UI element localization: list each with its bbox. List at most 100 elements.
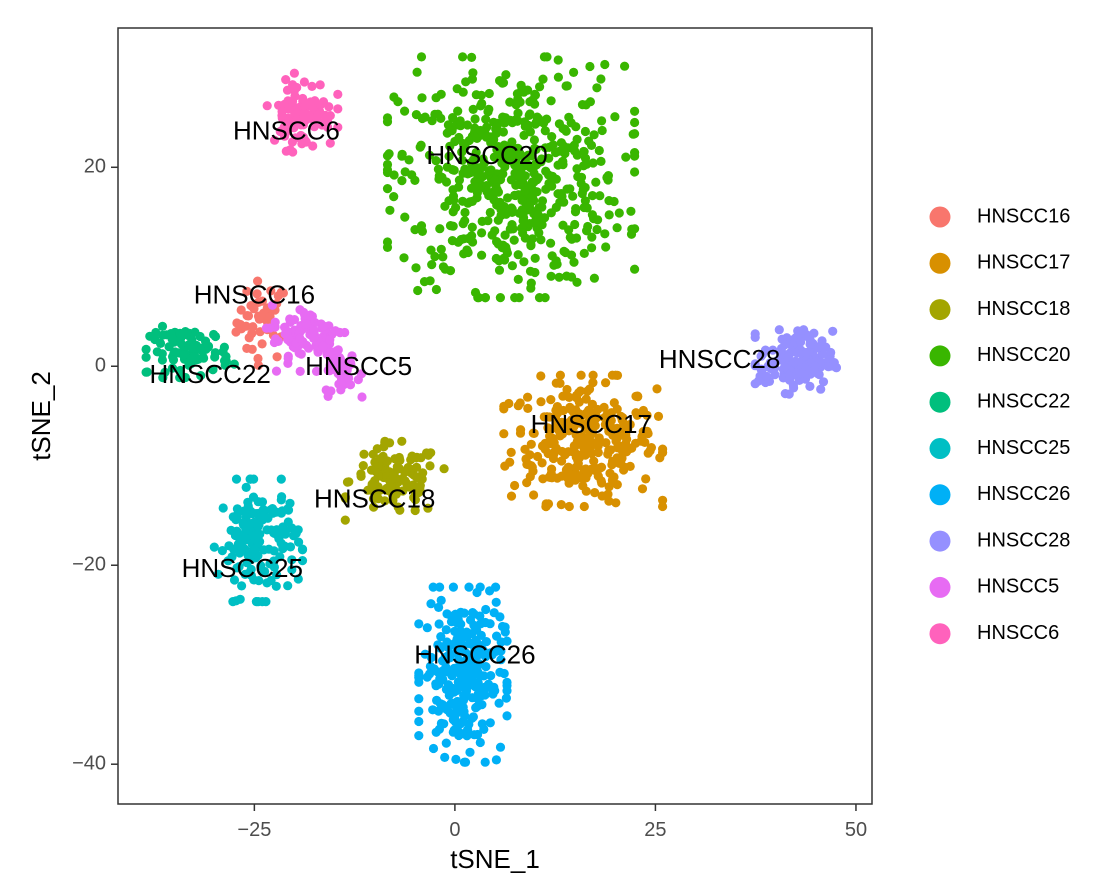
data-point	[576, 370, 586, 380]
data-point	[458, 219, 468, 229]
cluster-label-hnscc16: HNSCC16	[194, 279, 315, 309]
data-point	[481, 604, 491, 615]
data-point	[532, 117, 542, 127]
data-point	[449, 195, 459, 205]
legend-item-hnscc28: HNSCC28	[929, 529, 1070, 552]
data-point	[455, 669, 465, 679]
data-point	[472, 625, 482, 635]
data-point	[437, 700, 448, 710]
data-point	[453, 645, 463, 655]
data-point	[436, 632, 446, 642]
data-point	[626, 229, 637, 239]
data-point	[448, 221, 458, 231]
legend-item-hnscc26: HNSCC26	[929, 483, 1070, 506]
data-point	[458, 52, 468, 62]
data-point	[609, 472, 619, 482]
data-point	[318, 341, 328, 351]
data-point	[141, 352, 151, 362]
data-point	[481, 114, 491, 124]
data-point	[467, 693, 477, 703]
data-point	[435, 224, 445, 234]
data-point	[469, 609, 479, 619]
data-point	[422, 672, 432, 682]
data-point	[404, 155, 414, 165]
data-point	[428, 743, 439, 754]
data-point	[485, 586, 495, 596]
data-point	[414, 731, 424, 741]
data-point	[287, 555, 297, 565]
data-point	[462, 627, 472, 637]
data-point	[604, 210, 614, 220]
data-point	[385, 205, 395, 215]
data-point	[282, 85, 293, 95]
data-point	[427, 260, 437, 270]
data-point	[780, 362, 790, 372]
data-point	[604, 496, 614, 506]
data-point	[434, 174, 444, 184]
data-point	[584, 136, 594, 146]
data-point	[658, 501, 668, 512]
data-point	[399, 253, 409, 263]
data-point	[617, 444, 627, 454]
data-point	[559, 197, 569, 207]
data-point	[492, 122, 502, 132]
legend-label: HNSCC5	[977, 576, 1059, 598]
data-point	[612, 404, 622, 414]
data-point	[229, 359, 239, 369]
data-point	[556, 500, 566, 510]
data-point	[495, 197, 505, 207]
data-point	[417, 93, 427, 103]
data-point	[797, 368, 807, 378]
data-point	[157, 330, 168, 340]
data-point	[475, 125, 486, 136]
data-point	[485, 207, 495, 218]
cluster-label-hnscc20: HNSCC20	[426, 140, 547, 170]
data-point	[243, 501, 253, 511]
data-point	[356, 469, 366, 479]
data-point	[299, 307, 309, 317]
data-point	[400, 106, 410, 116]
data-point	[465, 747, 475, 757]
data-point	[292, 82, 302, 93]
data-point	[141, 344, 151, 354]
data-point	[439, 464, 449, 474]
data-point	[534, 293, 545, 303]
data-point	[448, 207, 458, 217]
data-point	[296, 349, 306, 359]
data-point	[272, 352, 282, 362]
data-point	[253, 597, 263, 607]
data-point	[157, 355, 167, 365]
legend-item-hnscc25: HNSCC25	[929, 437, 1070, 459]
data-point	[818, 377, 829, 387]
legend-key	[929, 391, 951, 413]
series-hnscc6	[262, 68, 343, 157]
series-hnscc20	[382, 52, 640, 303]
data-point	[176, 333, 186, 343]
data-point	[609, 196, 619, 207]
legend-key	[929, 206, 951, 228]
data-point	[495, 612, 505, 622]
data-point	[560, 247, 571, 258]
data-point	[589, 273, 600, 283]
data-point	[571, 204, 581, 214]
legend-key	[929, 252, 951, 274]
data-point	[241, 482, 251, 492]
data-point	[424, 150, 435, 160]
data-point	[244, 333, 254, 343]
data-point	[311, 366, 322, 376]
data-point	[471, 147, 481, 158]
data-point	[581, 394, 591, 404]
data-point	[274, 534, 284, 544]
data-point	[562, 384, 572, 395]
data-point	[580, 450, 590, 460]
data-point	[441, 684, 451, 695]
data-point	[589, 130, 599, 140]
data-point	[540, 213, 550, 223]
data-point	[603, 449, 613, 459]
data-point	[189, 352, 199, 362]
data-point	[826, 347, 836, 358]
data-point	[467, 74, 477, 84]
data-point	[546, 271, 556, 281]
data-point	[330, 354, 340, 364]
data-point	[436, 113, 446, 123]
